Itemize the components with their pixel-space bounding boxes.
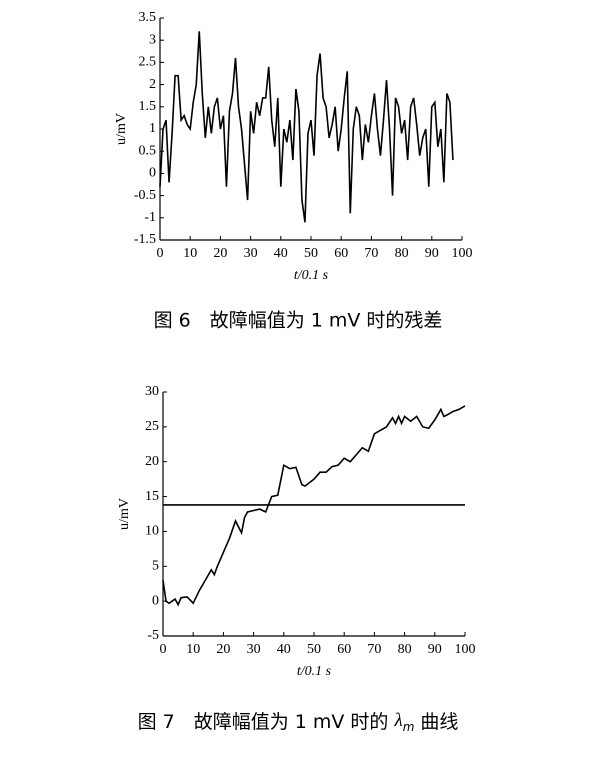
x-tick-label: 0 xyxy=(160,642,167,657)
y-tick-label: 0.5 xyxy=(139,143,157,158)
x-axis-label: t/0.1 s xyxy=(294,268,329,283)
y-tick-label: -1 xyxy=(144,210,156,225)
y-tick-label: 0 xyxy=(152,593,159,608)
x-tick-label: 30 xyxy=(244,246,258,261)
x-tick-label: 70 xyxy=(364,246,378,261)
y-axis-label: u/mV xyxy=(117,498,132,530)
caption-subscript: m xyxy=(403,720,415,734)
y-tick-label: -0.5 xyxy=(134,188,156,203)
y-tick-label: 3 xyxy=(149,32,156,47)
x-tick-label: 60 xyxy=(334,246,348,261)
x-tick-label: 20 xyxy=(216,642,230,657)
data-line xyxy=(159,31,454,223)
x-tick-label: 40 xyxy=(277,642,291,657)
y-tick-label: 25 xyxy=(145,419,159,434)
caption-text: 图 7 故障幅值为 1 mV 时的 xyxy=(138,711,395,733)
caption-end: 曲线 xyxy=(414,711,458,733)
x-tick-label: 80 xyxy=(395,246,409,261)
x-tick-label: 100 xyxy=(452,246,473,261)
x-tick-label: 30 xyxy=(247,642,261,657)
x-tick-label: 40 xyxy=(274,246,288,261)
y-tick-label: 10 xyxy=(145,524,159,539)
caption: 图 7 故障幅值为 1 mV 时的 λm 曲线 xyxy=(138,710,459,733)
y-tick-label: 3.5 xyxy=(139,10,157,25)
y-tick-label: 0 xyxy=(149,166,156,181)
data-line xyxy=(162,405,466,607)
x-tick-label: 80 xyxy=(398,642,412,657)
x-tick-label: 60 xyxy=(337,642,351,657)
x-axis-label: t/0.1 s xyxy=(297,664,332,679)
y-tick-label: 2 xyxy=(149,77,156,92)
x-tick-label: 90 xyxy=(425,246,439,261)
x-tick-label: 90 xyxy=(428,642,442,657)
caption-symbol: λ xyxy=(393,710,402,731)
x-tick-label: 10 xyxy=(186,642,200,657)
y-tick-label: -5 xyxy=(147,628,159,643)
y-tick-label: 30 xyxy=(145,384,159,399)
y-tick-label: 2.5 xyxy=(139,55,157,70)
x-tick-label: 50 xyxy=(304,246,318,261)
x-tick-label: 10 xyxy=(183,246,197,261)
x-tick-label: 20 xyxy=(213,246,227,261)
x-tick-label: 50 xyxy=(307,642,321,657)
y-axis-label: u/mV xyxy=(114,113,129,145)
caption: 图 6 故障幅值为 1 mV 时的残差 xyxy=(154,310,443,332)
y-tick-label: 15 xyxy=(145,489,159,504)
x-tick-label: 70 xyxy=(367,642,381,657)
y-tick-label: -1.5 xyxy=(134,232,156,247)
y-tick-label: 20 xyxy=(145,454,159,469)
y-tick-label: 1 xyxy=(149,121,156,136)
x-tick-label: 100 xyxy=(455,642,476,657)
y-tick-label: 1.5 xyxy=(139,99,157,114)
x-tick-label: 0 xyxy=(157,246,164,261)
y-tick-label: 5 xyxy=(152,559,159,574)
